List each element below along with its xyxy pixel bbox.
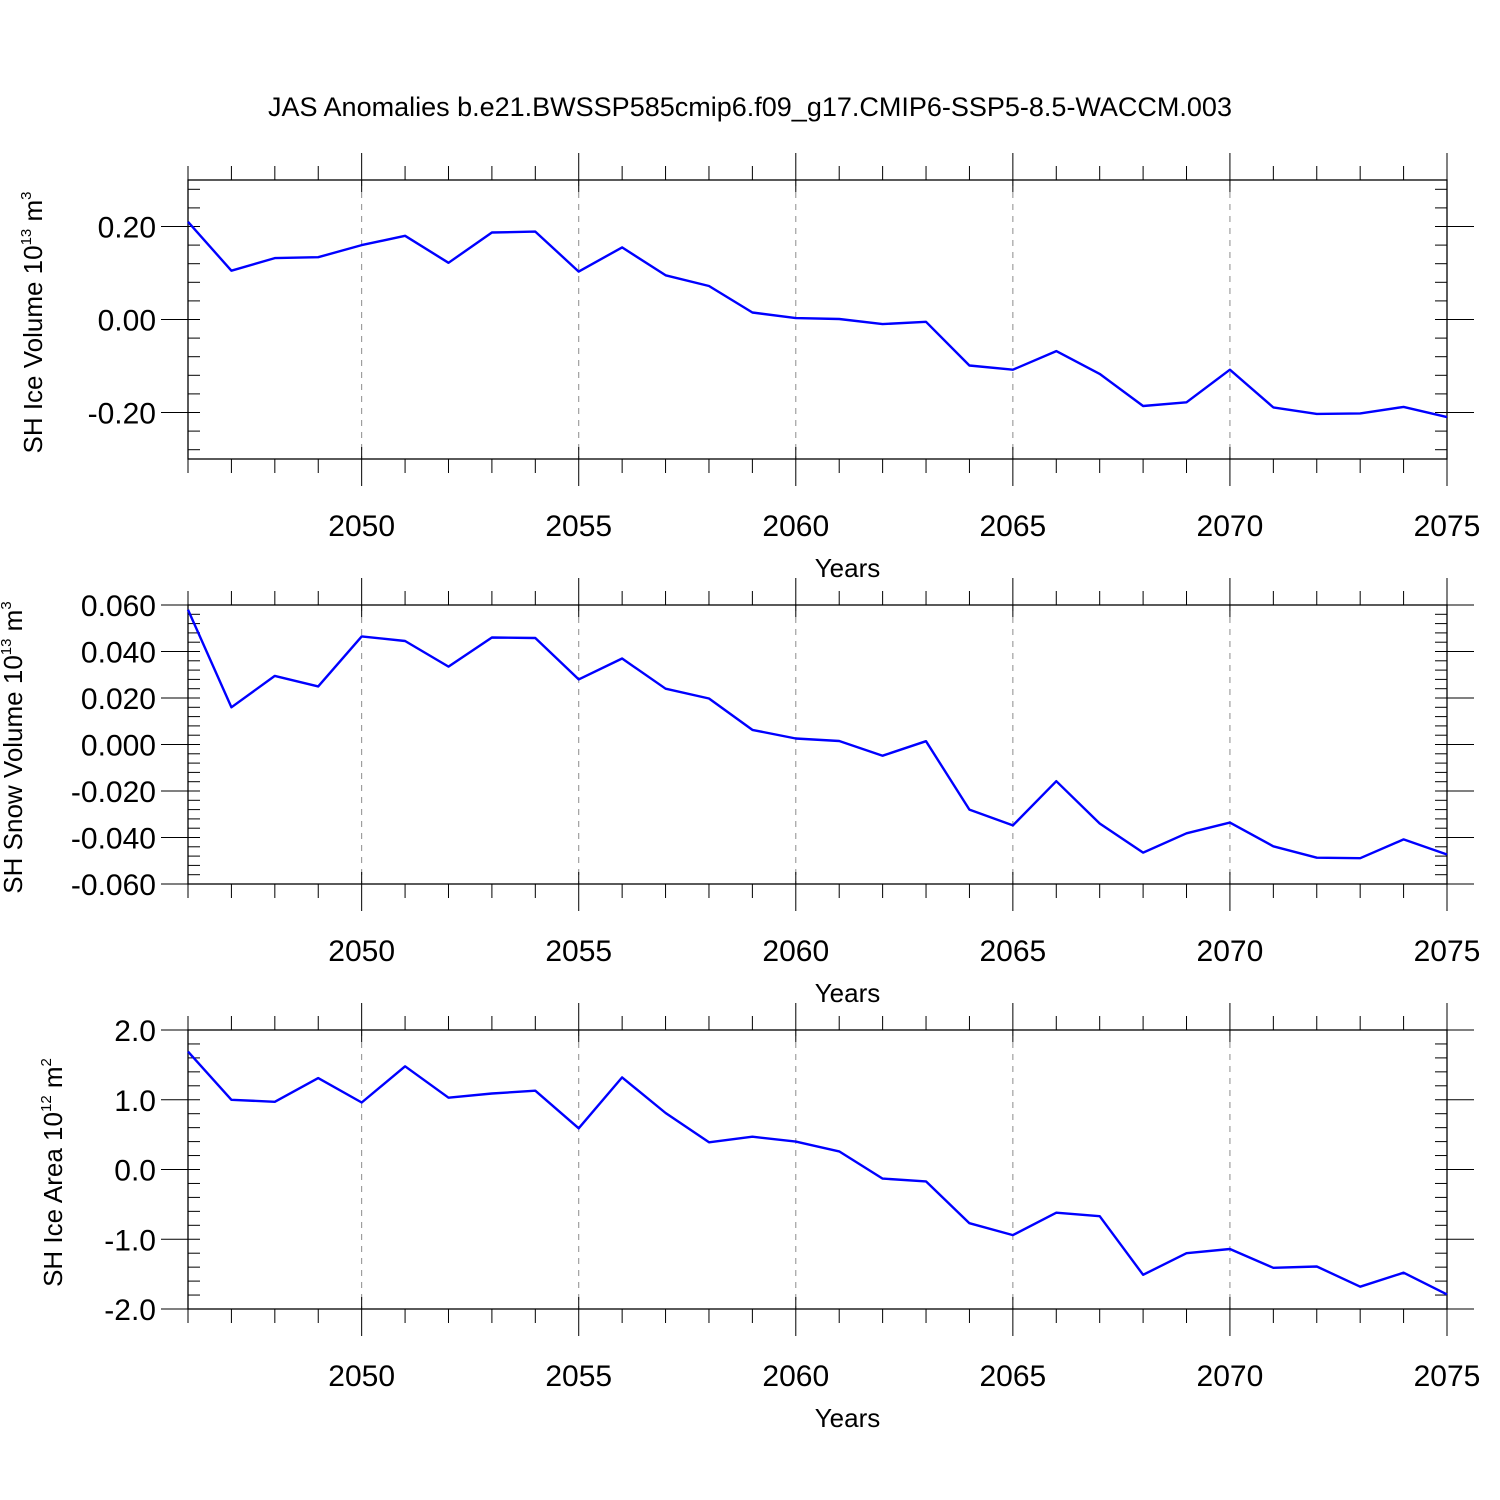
y-tick-label: 0.060 bbox=[81, 590, 156, 623]
x-tick-label: 2075 bbox=[1414, 510, 1481, 543]
x-tick-label: 2060 bbox=[762, 510, 829, 543]
panels: -0.20 0.00 0.20 2050 2055 2060 2065 2070 2075 Yea… bbox=[0, 153, 1480, 1433]
y-tick-label: 0.020 bbox=[81, 683, 156, 716]
y-tick-label: 0.20 bbox=[98, 212, 156, 245]
x-tick-label: 2070 bbox=[1197, 510, 1264, 543]
y-axis-title-exponent: 12 bbox=[38, 1095, 55, 1112]
y-tick-label: 0.0 bbox=[114, 1155, 156, 1188]
x-axis-title: Years bbox=[815, 553, 881, 583]
panel-1: -0.20 0.00 0.20 2050 2055 2060 2065 2070 2075 Yea… bbox=[18, 153, 1480, 583]
x-tick-label: 2065 bbox=[979, 935, 1046, 968]
y-axis-title-text: m bbox=[38, 1066, 68, 1095]
x-tick-label: 2070 bbox=[1197, 935, 1264, 968]
x-tick-label: 2075 bbox=[1414, 1360, 1481, 1393]
y-tick-label: -0.020 bbox=[71, 776, 156, 809]
y-tick-label: 0.000 bbox=[81, 730, 156, 763]
y-tick-label: 0.040 bbox=[81, 637, 156, 670]
x-tick-label: 2060 bbox=[762, 935, 829, 968]
series-line bbox=[187, 221, 1448, 419]
panel-3: -2.0 -1.0 0.0 1.0 2.0 2050 2055 2060 2065 2070 207… bbox=[38, 1003, 1480, 1433]
x-tick-label: 2060 bbox=[762, 1360, 829, 1393]
x-axis-title: Years bbox=[815, 1403, 881, 1433]
y-axis-title-text: SH Ice Volume 10 bbox=[18, 245, 48, 453]
x-tick-label: 2065 bbox=[979, 510, 1046, 543]
y-axis-title: SH Ice Area 1012 m2 bbox=[38, 1058, 68, 1287]
y-axis-title-text: SH Snow Volume 10 bbox=[0, 655, 28, 893]
y-tick-label: -1.0 bbox=[104, 1224, 156, 1257]
y-axis-title-exponent: 3 bbox=[0, 601, 15, 609]
y-tick-label: 2.0 bbox=[114, 1015, 156, 1048]
x-tick-label: 2070 bbox=[1197, 1360, 1264, 1393]
y-tick-label: -0.060 bbox=[71, 869, 156, 902]
x-tick-label: 2055 bbox=[545, 1360, 612, 1393]
y-tick-label: 1.0 bbox=[114, 1085, 156, 1118]
chart-title: JAS Anomalies b.e21.BWSSP585cmip6.f09_g1… bbox=[268, 92, 1232, 122]
y-tick-label: -0.20 bbox=[88, 398, 156, 431]
x-tick-label: 2055 bbox=[545, 935, 612, 968]
series-line bbox=[187, 1050, 1448, 1296]
x-tick-label: 2050 bbox=[328, 510, 395, 543]
x-axis-title: Years bbox=[815, 978, 881, 1008]
y-axis-title-exponent: 13 bbox=[18, 229, 35, 246]
y-axis-title-exponent: 13 bbox=[0, 639, 15, 656]
y-tick-label: 0.00 bbox=[98, 305, 156, 338]
y-axis-title: SH Snow Volume 1013 m3 bbox=[0, 601, 28, 893]
x-tick-label: 2055 bbox=[545, 510, 612, 543]
y-axis-title-text: m bbox=[18, 200, 48, 229]
y-axis-title: SH Ice Volume 1013 m3 bbox=[18, 191, 48, 453]
panel-2: -0.060 -0.040 -0.020 0.000 0.020 0.040 0.060 20… bbox=[0, 578, 1480, 1008]
y-axis-title-exponent: 2 bbox=[38, 1058, 55, 1066]
series-line bbox=[186, 609, 1448, 860]
y-tick-label: -0.040 bbox=[71, 823, 156, 856]
x-tick-label: 2065 bbox=[979, 1360, 1046, 1393]
y-tick-label: -2.0 bbox=[104, 1294, 156, 1327]
y-axis-title-text: m bbox=[0, 610, 28, 639]
y-axis-title-text: SH Ice Area 10 bbox=[38, 1112, 68, 1287]
x-tick-label: 2050 bbox=[328, 935, 395, 968]
x-tick-label: 2075 bbox=[1414, 935, 1481, 968]
x-tick-label: 2050 bbox=[328, 1360, 395, 1393]
y-axis-title-exponent: 3 bbox=[18, 191, 35, 199]
